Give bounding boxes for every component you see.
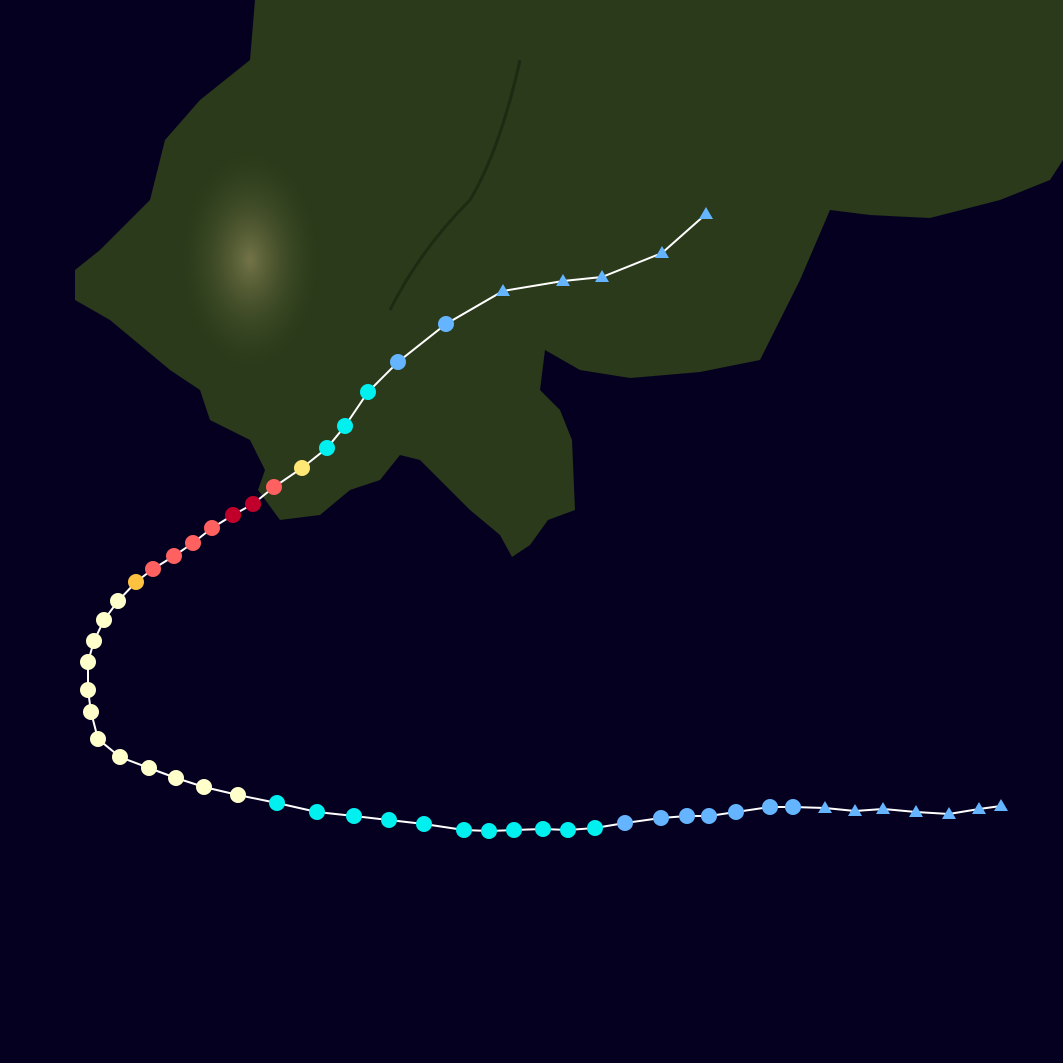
track-point <box>185 535 201 551</box>
track-point <box>230 787 246 803</box>
track-point-triangle <box>818 801 832 813</box>
track-point-triangle <box>699 207 713 219</box>
track-point <box>294 460 310 476</box>
track-point <box>653 810 669 826</box>
track-point-triangle <box>972 802 986 814</box>
track-point <box>204 520 220 536</box>
track-point <box>110 593 126 609</box>
track-point <box>245 496 261 512</box>
track-point <box>112 749 128 765</box>
track-point <box>416 816 432 832</box>
river <box>388 59 522 311</box>
track-point <box>80 682 96 698</box>
track-point <box>560 822 576 838</box>
track-point <box>128 574 144 590</box>
track-point <box>617 815 633 831</box>
track-point <box>481 823 497 839</box>
track-point <box>166 548 182 564</box>
track-point <box>96 612 112 628</box>
track-point-triangle <box>909 805 923 817</box>
track-point-triangle <box>496 284 510 296</box>
track-point <box>309 804 325 820</box>
track-point <box>196 779 212 795</box>
track-point <box>86 633 102 649</box>
track-point <box>785 799 801 815</box>
track-point <box>535 821 551 837</box>
track-point <box>728 804 744 820</box>
track-point <box>225 507 241 523</box>
track-point <box>701 808 717 824</box>
track-point <box>80 654 96 670</box>
track-point-triangle <box>876 802 890 814</box>
land <box>75 0 1063 557</box>
track-point <box>337 418 353 434</box>
highland <box>180 150 320 370</box>
track-point <box>438 316 454 332</box>
track-point-triangle <box>994 799 1008 811</box>
track-point <box>762 799 778 815</box>
track-point <box>319 440 335 456</box>
track-point <box>346 808 362 824</box>
track-point-triangle <box>848 804 862 816</box>
track-point-triangle <box>556 274 570 286</box>
track-points <box>80 207 1008 839</box>
track-point <box>266 479 282 495</box>
track-point-triangle <box>655 246 669 258</box>
track-point <box>456 822 472 838</box>
track-point <box>679 808 695 824</box>
track-point <box>168 770 184 786</box>
track-point <box>269 795 285 811</box>
track-point <box>360 384 376 400</box>
track-point <box>90 731 106 747</box>
track-point <box>141 760 157 776</box>
track-point <box>506 822 522 838</box>
track-point <box>587 820 603 836</box>
track-point <box>145 561 161 577</box>
track-point <box>381 812 397 828</box>
track-point-triangle <box>942 807 956 819</box>
track-point <box>83 704 99 720</box>
track-point <box>390 354 406 370</box>
track-point-triangle <box>595 270 609 282</box>
